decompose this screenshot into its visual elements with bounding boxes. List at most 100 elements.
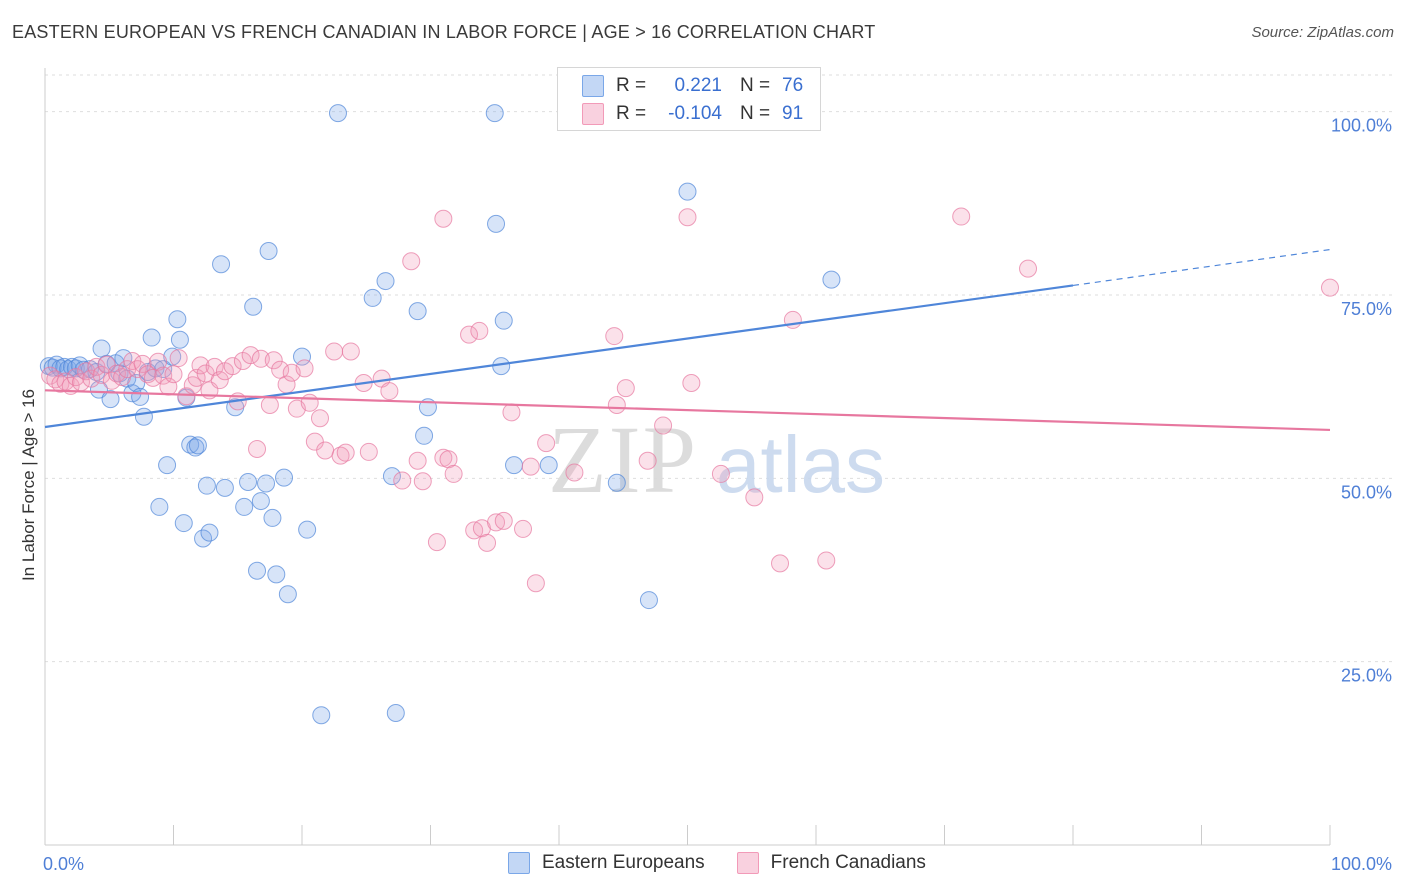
legend-label: French Canadians (770, 852, 926, 873)
y-tick-label: 75.0% (1341, 299, 1392, 319)
data-point (275, 468, 294, 487)
data-point (514, 519, 533, 538)
data-point (325, 342, 344, 361)
data-point (539, 456, 558, 475)
data-point (107, 364, 126, 383)
y-axis-label: In Labor Force | Age > 16 (19, 389, 38, 581)
data-point (251, 492, 270, 511)
data-point (605, 327, 624, 346)
data-point (131, 387, 150, 406)
data-point (298, 520, 317, 539)
data-point (386, 704, 405, 722)
data-point (402, 252, 421, 271)
data-point (380, 382, 399, 401)
data-point (1321, 278, 1339, 297)
data-point (170, 330, 189, 349)
data-point (181, 435, 200, 454)
axes (44, 68, 1331, 846)
data-point (92, 365, 111, 384)
data-point (149, 352, 168, 371)
data-point (210, 371, 229, 390)
data-point (300, 393, 319, 412)
legend-label: Eastern Europeans (542, 852, 705, 873)
legend-item-french-canadians[interactable]: French Canadians (736, 852, 926, 874)
correlation-legend: R = 0.221 N = 76 R = -0.104 N = 91 (557, 67, 821, 131)
data-point (638, 451, 657, 470)
r-label: R = (616, 103, 647, 124)
r-value: 0.221 (674, 75, 722, 96)
data-point (817, 551, 836, 570)
data-point (822, 270, 841, 289)
data-point (138, 365, 157, 384)
legend-row-french-canadians: R = -0.104 N = 91 (582, 102, 803, 126)
y-tick-label: 50.0% (1341, 482, 1392, 502)
data-point (678, 182, 697, 201)
data-point (197, 476, 216, 495)
data-point (460, 325, 479, 344)
trend-line-french-canadians (44, 389, 1331, 432)
data-point (312, 706, 331, 725)
data-point (485, 104, 504, 123)
data-point (328, 104, 347, 123)
data-point (492, 357, 511, 376)
n-value: 76 (782, 75, 804, 96)
data-point (427, 533, 446, 552)
n-label: N = (740, 103, 771, 124)
data-point (174, 514, 193, 533)
data-point (200, 523, 219, 542)
data-point (310, 409, 329, 428)
data-point (393, 471, 412, 490)
data-point (341, 342, 360, 361)
legend-row-eastern-europeans: R = 0.221 N = 76 (582, 74, 803, 98)
data-point (336, 443, 355, 462)
n-value: 91 (782, 103, 804, 124)
data-point (244, 297, 263, 316)
data-point (502, 403, 521, 422)
legend-swatch-blue (508, 852, 530, 874)
data-point (158, 456, 177, 475)
data-point (241, 346, 260, 365)
legend-swatch-blue (582, 75, 604, 97)
r-label: R = (616, 75, 647, 96)
data-point (408, 451, 427, 470)
watermark-zip: ZIP (548, 406, 698, 513)
data-point (142, 328, 161, 347)
x-tick-label: 100.0% (1331, 854, 1392, 874)
data-point (413, 472, 432, 491)
data-point (293, 347, 311, 366)
data-point (607, 473, 626, 492)
data-point (263, 508, 282, 527)
data-point (952, 207, 971, 226)
data-point (478, 533, 497, 552)
data-point (169, 349, 188, 368)
data-point (295, 359, 314, 378)
data-point (235, 497, 254, 516)
legend-item-eastern-europeans[interactable]: Eastern Europeans (508, 852, 705, 874)
watermark: ZIP atlas (548, 406, 885, 513)
data-point (745, 488, 764, 507)
data-point (565, 463, 584, 482)
data-point (248, 561, 267, 580)
series-eastern-europeans (39, 104, 841, 725)
data-point (212, 255, 231, 274)
data-point (168, 310, 187, 329)
data-point (415, 426, 434, 445)
data-point (316, 441, 335, 460)
data-point (278, 585, 297, 604)
legend-swatch-pink (582, 103, 604, 125)
data-point (376, 272, 395, 291)
data-point (134, 407, 153, 426)
series-legend: Eastern Europeans French Canadians (508, 852, 958, 874)
data-points (39, 104, 1339, 725)
data-point (215, 478, 234, 497)
n-label: N = (740, 75, 771, 96)
data-point (331, 446, 350, 465)
data-point (654, 416, 673, 435)
data-point (101, 390, 120, 409)
x-tick-label: 0.0% (43, 854, 84, 874)
data-point (526, 574, 545, 593)
data-point (408, 302, 427, 321)
data-point (267, 565, 286, 584)
data-point (133, 354, 152, 373)
data-point (1019, 259, 1038, 278)
